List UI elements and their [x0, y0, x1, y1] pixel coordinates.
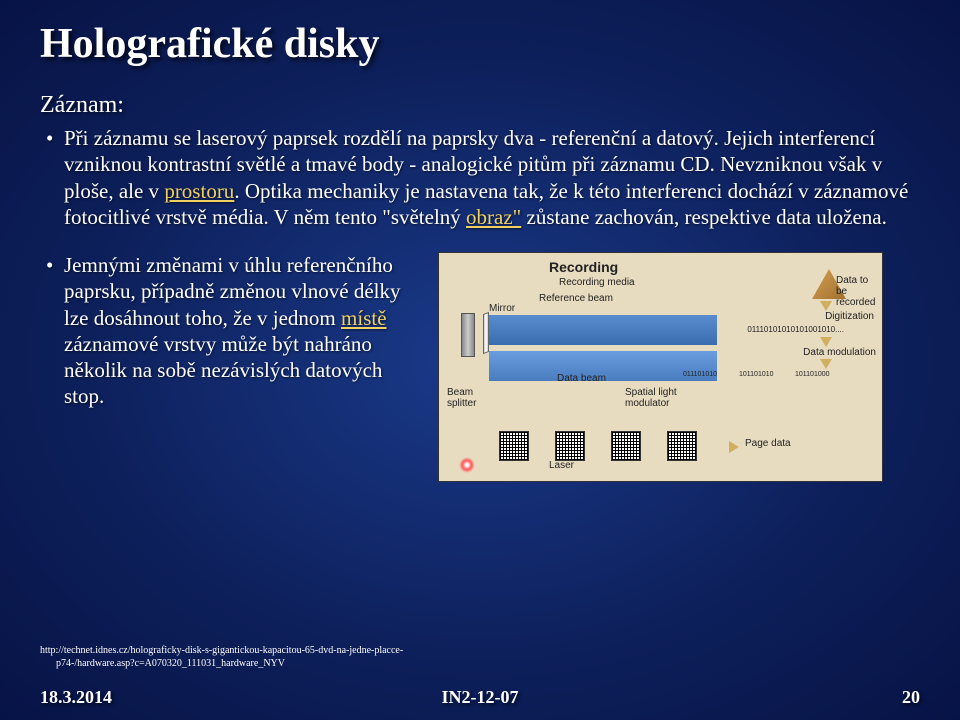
label-digitization: Digitization [825, 311, 874, 322]
label-recording-media: Recording media [559, 277, 635, 288]
footer-date: 18.3.2014 [40, 687, 333, 708]
label-binary: 01110101010101001010.... [747, 325, 844, 334]
footer-page: 20 [627, 687, 920, 708]
text-run: záznamové vrstvy může být nahráno několi… [64, 332, 382, 409]
diagram-title: Recording [549, 259, 618, 275]
reference-beam [489, 315, 717, 345]
arrow-down-icon [820, 337, 832, 347]
cite-line: p74-/hardware.asp?c=A070320_111031_hardw… [40, 658, 403, 671]
laser-icon [459, 457, 475, 473]
subtitle: Záznam: [40, 92, 920, 119]
text-run: zůstane zachován, respektive data uložen… [521, 205, 887, 229]
link-text[interactable]: prostoru [164, 179, 234, 203]
beam-splitter [461, 313, 475, 357]
citation: http://technet.idnes.cz/holograficky-dis… [40, 645, 403, 670]
link-text[interactable]: místě [341, 306, 387, 330]
bullet-1: Při záznamu se laserový paprsek rozdělí … [40, 125, 920, 230]
recording-diagram: Recording Recording media Reference beam… [438, 252, 883, 482]
footer: 18.3.2014 IN2-12-07 20 [0, 687, 960, 708]
arrow-right-icon [729, 441, 739, 453]
qr-icon [555, 431, 585, 461]
arrow-down-icon [820, 359, 832, 369]
label-data-beam: Data beam [557, 373, 606, 384]
link-text[interactable]: obraz" [466, 205, 521, 229]
arrow-down-icon [820, 301, 832, 311]
bullet-2: Jemnými změnami v úhlu referenčního papr… [40, 252, 420, 410]
label-bin3: 101101000 [795, 371, 830, 378]
qr-icon [611, 431, 641, 461]
label-bin2: 101101010 [739, 371, 774, 378]
label-bin1: 011101010 [683, 371, 717, 378]
label-page-data: Page data [745, 438, 791, 449]
label-slm: Spatial light modulator [625, 387, 677, 409]
label-mirror: Mirror [489, 303, 515, 314]
footer-code: IN2-12-07 [333, 687, 626, 708]
label-data-modulation: Data modulation [803, 347, 876, 358]
label-laser: Laser [549, 460, 574, 471]
label-reference-beam: Reference beam [539, 293, 613, 304]
qr-icon [667, 431, 697, 461]
label-beam-splitter: Beam splitter [447, 387, 493, 409]
qr-icon [499, 431, 529, 461]
label-data-recorded: Data to be recorded [836, 275, 876, 308]
cite-line: http://technet.idnes.cz/holograficky-dis… [40, 645, 403, 658]
page-title: Holografické disky [40, 20, 920, 68]
